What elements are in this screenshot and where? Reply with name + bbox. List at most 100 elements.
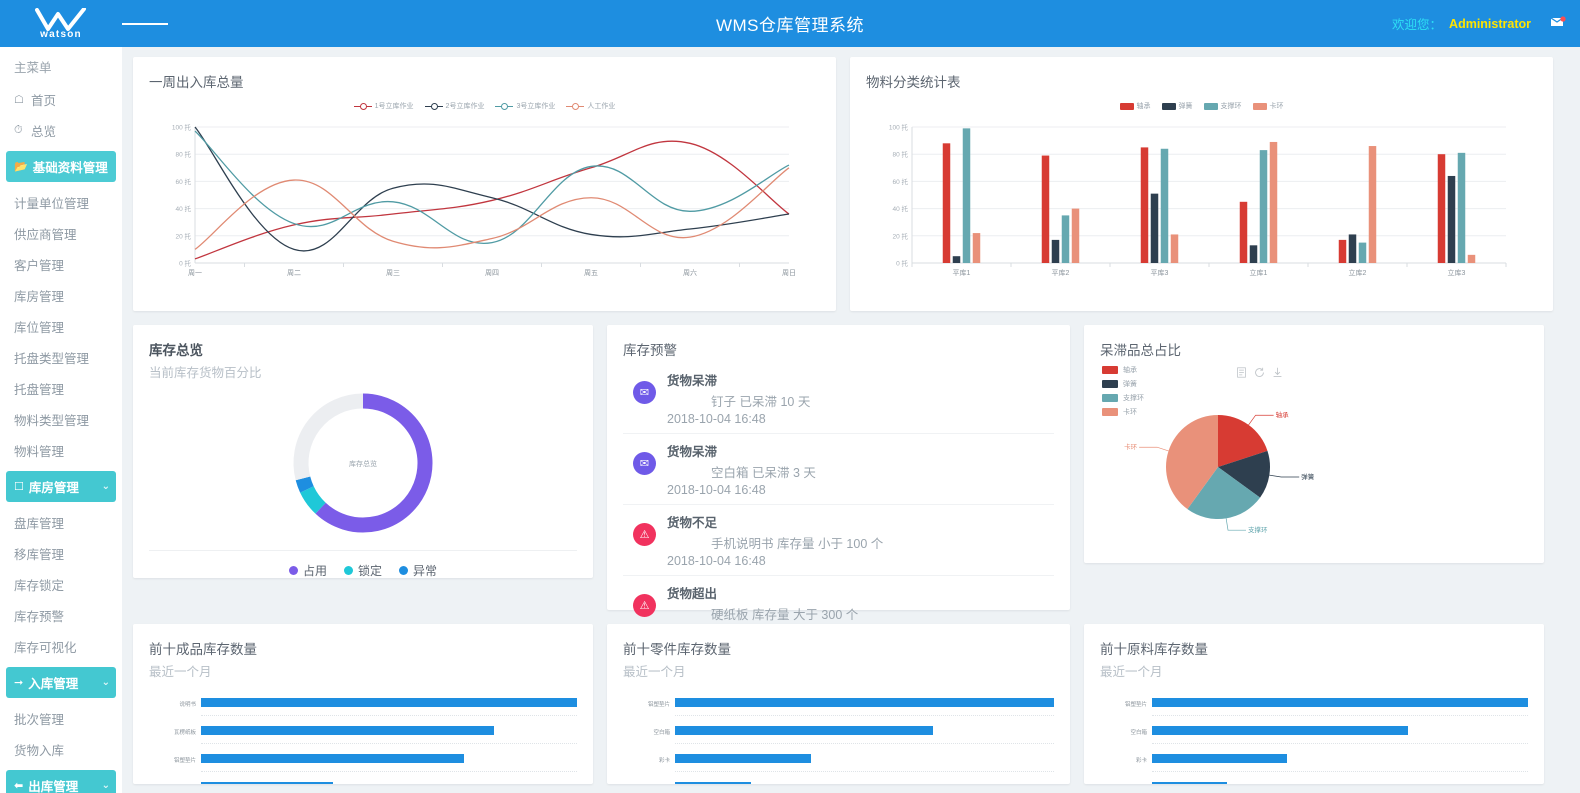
warning-list[interactable]: ✉ 货物呆滞 钉子 已呆滞 10 天 2018-10-04 16:48 ✉ 货物… [623,363,1054,646]
svg-text:周六: 周六 [683,268,697,277]
sidebar-item-overview[interactable]: ⏱ 总览 [0,115,122,146]
bar-chart-legend[interactable]: 轴承 弹簧 支撑环 卡环 [866,101,1537,111]
legend-item[interactable]: 1号立库作业 [353,101,414,111]
svg-text:40 托: 40 托 [892,204,908,213]
legend-item[interactable]: 轴承 [1102,365,1144,375]
legend-item[interactable]: 锁定 [343,562,382,579]
sidebar-item-home[interactable]: ☖ 首页 [0,84,122,115]
svg-text:弹簧: 弹簧 [1301,472,1315,481]
hbar-track [1152,774,1528,784]
hbar-row[interactable]: 瓦楞纸板 [149,718,577,746]
top10-parts-hbar-chart[interactable]: 铝塑垫片空白箱彩卡说明书 [623,690,1054,784]
hbar-row[interactable]: 铝塑垫片 [623,690,1054,718]
legend-item[interactable]: 卡环 [1252,101,1284,111]
hbar-row[interactable]: 铝塑垫片 [149,746,577,774]
card-stagnant-ratio: 呆滞品总占比 轴承 弹簧 支撑环 卡环 轴承 弹簧 支撑环 卡环 [1084,325,1544,563]
sidebar-item-transfer[interactable]: 移库管理 [14,548,65,562]
svg-text:周日: 周日 [782,269,796,277]
flag-icon[interactable] [1548,15,1566,33]
sidebar-item-pallet-type-mgmt[interactable]: 托盘类型管理 [14,352,90,366]
sidebar-item-stock-lock[interactable]: 库存锁定 [14,579,65,593]
legend-item[interactable]: 3号立库作业 [495,101,555,111]
sidebar-nav[interactable]: 主菜单 ☖ 首页 ⏱ 总览 📂 基础资料管理 计量单位管理 供应商管理 客户管理… [0,47,122,793]
list-item[interactable]: ✉ 货物呆滞 钉子 已呆滞 10 天 2018-10-04 16:48 [623,363,1054,433]
legend-item[interactable]: 支撑环 [1102,393,1144,403]
pie-legend[interactable]: 轴承 弹簧 支撑环 卡环 [1102,365,1144,421]
welcome-username[interactable]: Administrator [1449,16,1531,31]
sidebar-item-customer-mgmt[interactable]: 客户管理 [14,259,65,273]
stock-overview-donut-chart[interactable]: 库存总览 [149,381,577,541]
hbar-track [675,718,1054,746]
hbar-fill [675,726,933,735]
legend-label: 支撑环 [1220,103,1242,110]
card-title: 前十成品库存数量 [149,642,257,657]
hamburger-icon[interactable] [122,0,168,47]
donut-legend[interactable]: 占用 锁定 异常 [149,550,577,579]
top10-raw-hbar-chart[interactable]: 铝塑垫片空白箱彩卡说明书 [1100,690,1528,784]
sidebar-item-warehouse-mgmt[interactable]: 库房管理 [14,290,65,304]
list-item[interactable]: ✉ 货物呆滞 空白箱 已呆滞 3 天 2018-10-04 16:48 [623,434,1054,504]
svg-text:库存总览: 库存总览 [349,459,377,468]
hbar-gridline [201,743,577,744]
hbar-row[interactable]: 空白箱 [623,718,1054,746]
sidebar-item-material-mgmt[interactable]: 物料管理 [14,445,65,459]
dashboard-row-2: 库存总览 当前库存货物百分比 库存总览 占用 锁定 异常 库存预警 ✉ 货物呆滞… [133,325,1569,639]
hbar-row[interactable]: 空白箱 [149,774,577,784]
sidebar-item-goods-inbound[interactable]: 货物入库 [14,744,65,758]
hbar-row[interactable]: 说明书 [623,774,1054,784]
top10-finished-hbar-chart[interactable]: 说明书瓦楞纸板铝塑垫片空白箱 [149,690,577,784]
hbar-row[interactable]: 彩卡 [1100,746,1528,774]
sidebar-item-pallet-mgmt[interactable]: 托盘管理 [14,383,65,397]
brand-logo[interactable]: watson [0,0,122,47]
hbar-row[interactable]: 彩卡 [623,746,1054,774]
sidebar-group-outbound[interactable]: ⬅ 出库管理 ⌄ [6,770,116,793]
card-weekly-throughput: 一周出入库总量 1号立库作业 2号立库作业 3号立库作业 人工作业 0 托 20 … [133,57,839,311]
sidebar-group-basic-data[interactable]: 📂 基础资料管理 [6,151,116,182]
sidebar-item-batch-mgmt[interactable]: 批次管理 [14,713,65,727]
restore-icon[interactable] [1254,367,1265,378]
sidebar-item-material-type-mgmt[interactable]: 物料类型管理 [14,414,90,428]
line-chart-legend[interactable]: 1号立库作业 2号立库作业 3号立库作业 人工作业 [149,101,820,111]
legend-item[interactable]: 异常 [399,562,437,579]
legend-item[interactable]: 人工作业 [566,101,615,111]
legend-item[interactable]: 支撑环 [1203,101,1242,111]
legend-item[interactable]: 弹簧 [1161,101,1193,111]
data-view-icon[interactable] [1236,367,1247,378]
hbar-track [201,718,577,746]
svg-text:立库2: 立库2 [1349,268,1367,277]
sidebar-group-warehouse[interactable]: ☐ 库房管理 ⌄ [6,471,116,502]
hbar-row[interactable]: 说明书 [149,690,577,718]
legend-item[interactable]: 弹簧 [1102,379,1144,389]
card-material-category: 物料分类统计表 轴承 弹簧 支撑环 卡环 0 托 20 托 40 托 60 托 80 托… [850,57,1553,311]
brand-wordmark: watson [40,28,82,40]
hbar-row[interactable]: 说明书 [1100,774,1528,784]
sidebar-item-unit-mgmt[interactable]: 计量单位管理 [14,197,90,211]
legend-item[interactable]: 占用 [288,562,327,579]
chart-toolbox[interactable] [1236,367,1283,378]
sidebar-group-label: 库房管理 [28,481,79,495]
hbar-row[interactable]: 铝塑垫片 [1100,690,1528,718]
weekly-throughput-line-chart[interactable]: 0 托 20 托 40 托 60 托 80 托 100 托周一 周二 周三 周四 周五 周六 周日 [149,115,839,290]
sidebar-item-stock-visual[interactable]: 库存可视化 [14,641,77,655]
legend-item[interactable]: 2号立库作业 [424,101,484,111]
list-item[interactable]: ⚠ 货物不足 手机说明书 库存量 小于 100 个 2018-10-04 16:… [623,505,1054,575]
hbar-row[interactable]: 空白箱 [1100,718,1528,746]
hbar-track [1152,746,1528,774]
hbar-track [675,774,1054,784]
svg-text:卡环: 卡环 [1124,442,1138,451]
sidebar-item-stocktake[interactable]: 盘库管理 [14,517,65,531]
sidebar-item-stock-warning[interactable]: 库存预警 [14,610,65,624]
card-title: 呆滞品总占比 [1100,343,1181,358]
sidebar-group-inbound[interactable]: ➞ 入库管理 ⌄ [6,667,116,698]
svg-text:60 托: 60 托 [892,177,908,186]
svg-text:平库1: 平库1 [953,268,971,277]
hbar-label: 铝塑垫片 [647,702,670,708]
chevron-down-icon: ⌄ [101,780,110,791]
legend-item[interactable]: 轴承 [1119,101,1151,111]
download-icon[interactable] [1272,367,1283,378]
sidebar-item-supplier-mgmt[interactable]: 供应商管理 [14,228,77,242]
legend-item[interactable]: 卡环 [1102,407,1144,417]
sidebar-item-location-mgmt[interactable]: 库位管理 [14,321,65,335]
